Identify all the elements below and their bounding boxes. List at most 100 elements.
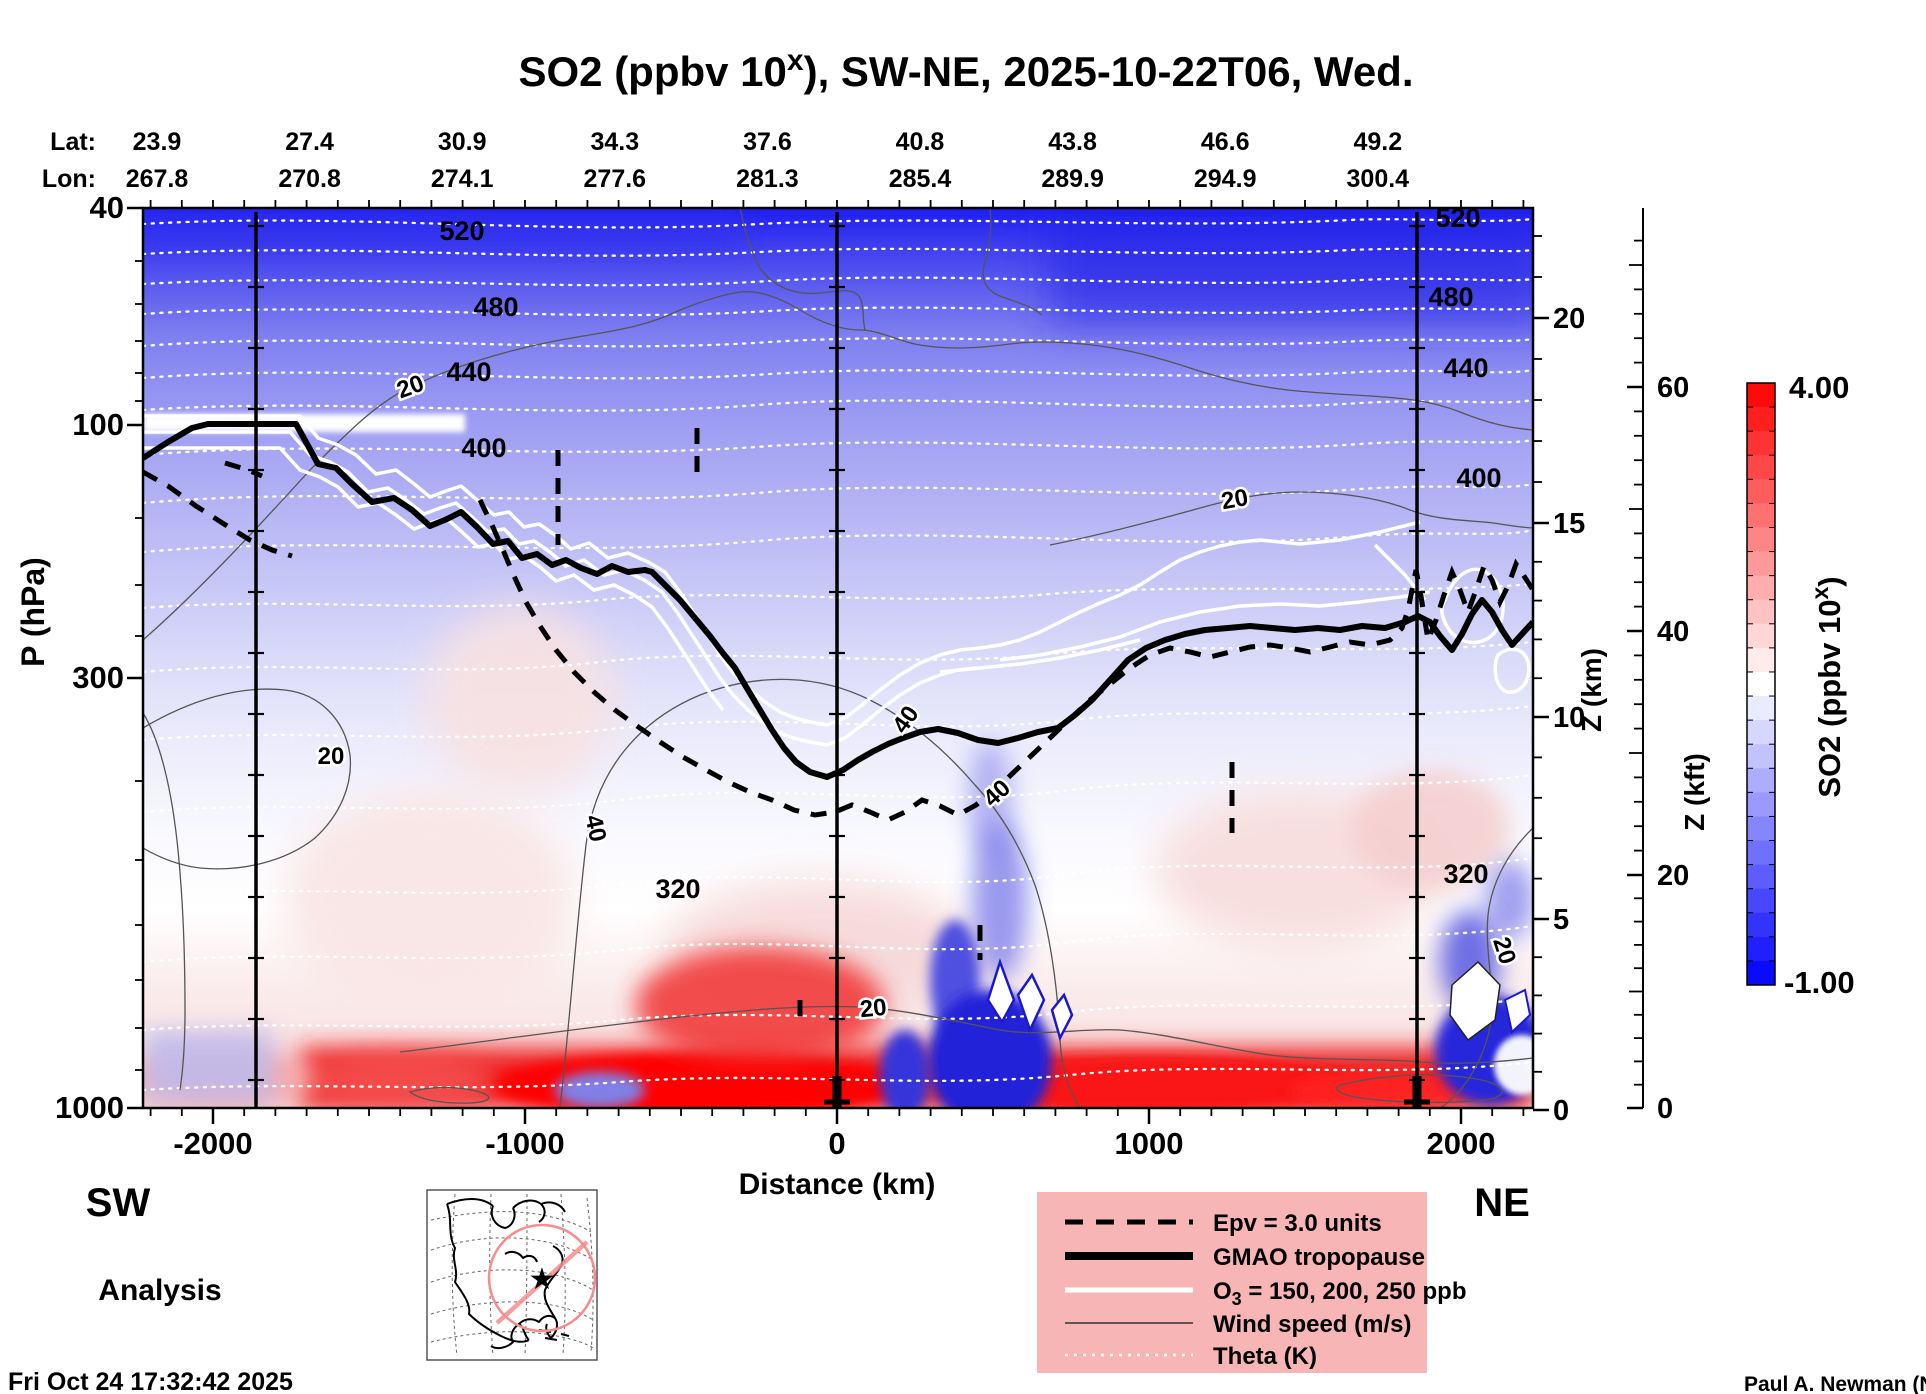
- theta-contour-label: 320: [655, 874, 700, 904]
- lat-value: 34.3: [590, 128, 639, 156]
- colorbar-band: [1747, 912, 1775, 938]
- white-gap-ne: [1494, 1035, 1533, 1095]
- colorbar-band: [1747, 383, 1775, 408]
- colorbar-band: [1747, 431, 1775, 456]
- analysis-label: Analysis: [98, 1274, 221, 1307]
- theta-contour-label: 400: [1456, 463, 1501, 493]
- wind-contour-label: 20: [318, 743, 345, 770]
- lon-value: 267.8: [126, 165, 189, 193]
- white-pockets: [986, 958, 1532, 1042]
- distance-tick-label: -2000: [173, 1126, 252, 1161]
- lat-value: 49.2: [1353, 128, 1402, 156]
- legend-label-o3: O3 = 150, 200, 250 ppb: [1213, 1278, 1467, 1309]
- map-graticule: [430, 1193, 594, 1357]
- lon-value: 289.9: [1041, 165, 1104, 193]
- colorbar-band: [1747, 840, 1775, 866]
- deep-blue-ne-top: [1050, 208, 1533, 325]
- z-kft-axis-label: Z (kft): [1679, 753, 1710, 831]
- red-so2-left: [305, 1052, 495, 1108]
- lat-value: 27.4: [285, 128, 334, 156]
- pressure-tick-label: 100: [72, 407, 124, 442]
- colorbar-band: [1747, 696, 1775, 721]
- colorbar-band: [1747, 527, 1775, 553]
- sw-endpoint-label: SW: [86, 1181, 151, 1225]
- legend-label-theta: Theta (K): [1213, 1343, 1317, 1370]
- pink-patch: [285, 790, 575, 1010]
- lon-value: 285.4: [889, 165, 952, 193]
- z-km-tick-label: 5: [1553, 904, 1569, 936]
- lat-value: 40.8: [896, 128, 945, 156]
- pink-patch: [425, 605, 615, 795]
- z-kft-tick-label: 60: [1657, 372, 1689, 404]
- colorbar-band: [1747, 407, 1775, 432]
- pressure-tick-label: 1000: [55, 1090, 124, 1125]
- colorbar-band: [1747, 455, 1775, 480]
- pressure-tick-label: 40: [90, 190, 124, 225]
- map-transect-circle: [487, 1223, 597, 1333]
- z-kft-tick-label: 40: [1657, 616, 1689, 648]
- z-km-tick-label: 20: [1553, 303, 1585, 335]
- colorbar-band: [1747, 720, 1775, 745]
- wind-contour-label: 40: [579, 813, 611, 845]
- z-kft-tick-label: 20: [1657, 860, 1689, 892]
- lat-value: 30.9: [438, 128, 487, 156]
- colorbar-band: [1747, 768, 1775, 793]
- z-km-tick-label: 10: [1553, 702, 1585, 734]
- theta-contour-label: 320: [1443, 859, 1488, 889]
- colorbar-band: [1747, 599, 1775, 625]
- chart-title: SO2 (ppbv 10x), SW-NE, 2025-10-22T06, We…: [518, 44, 1413, 95]
- legend-label-wind: Wind speed (m/s): [1213, 1311, 1411, 1338]
- colorbar-band: [1747, 479, 1775, 504]
- distance-axis-label: Distance (km): [739, 1168, 936, 1201]
- blue-patch-sw: [143, 1030, 273, 1102]
- lon-value: 281.3: [736, 165, 799, 193]
- red-so2-core: [635, 947, 885, 1063]
- deep-blue-sw-top: [143, 208, 740, 255]
- lon-value: 300.4: [1347, 165, 1410, 193]
- map-inset: ★: [426, 1189, 598, 1361]
- legend-label-tropopause: GMAO tropopause: [1213, 1244, 1425, 1271]
- lon-value: 294.9: [1194, 165, 1257, 193]
- theta-contour-label: 440: [446, 357, 491, 387]
- wind-contour-label: 20: [859, 994, 888, 1024]
- theta-contour-label: 400: [461, 433, 506, 463]
- theta-contour-label: 440: [1443, 353, 1488, 383]
- lat-value: 37.6: [743, 128, 792, 156]
- distance-tick-label: 0: [828, 1126, 845, 1161]
- z-km-tick-label: 0: [1553, 1095, 1569, 1127]
- colorbar-band: [1747, 744, 1775, 769]
- colorbar-band: [1747, 792, 1775, 817]
- colorbar-band: [1747, 816, 1775, 842]
- distance-tick-label: 1000: [1115, 1126, 1184, 1161]
- ozone-contours: [143, 414, 1531, 747]
- theta-contours: [143, 217, 1533, 1092]
- lat-value: 23.9: [133, 128, 182, 156]
- colorbar-band: [1747, 888, 1775, 914]
- theta-contour-label: 480: [1428, 282, 1473, 312]
- colorbar-band: [1747, 647, 1775, 673]
- legend-label-epv: Epv = 3.0 units: [1213, 1210, 1382, 1237]
- colorbar-axis-label: SO2 (ppbv 10x): [1807, 576, 1847, 797]
- z-km-tick-label: 15: [1553, 508, 1585, 540]
- pressure-axis-label: P (hPa): [15, 557, 51, 667]
- distance-tick-label: 2000: [1427, 1126, 1496, 1161]
- colorbar-max-label: 4.00: [1789, 370, 1849, 405]
- colorbar-band: [1747, 936, 1775, 962]
- colorbar-band: [1747, 623, 1775, 649]
- theta-contour-label: 520: [439, 216, 484, 246]
- lon-value: 277.6: [584, 165, 647, 193]
- blue-plume: [972, 820, 1028, 980]
- pressure-tick-label: 300: [72, 660, 124, 695]
- colorbar-band: [1747, 551, 1775, 577]
- wind-contour-label: 20: [1219, 484, 1250, 515]
- colorbar-band: [1747, 503, 1775, 528]
- credit: Paul A. Newman (NASA: [1744, 1373, 1926, 1394]
- distance-tick-label: -1000: [485, 1126, 564, 1161]
- theta-contour-label: 480: [473, 292, 518, 322]
- ne-endpoint-label: NE: [1474, 1181, 1530, 1225]
- lon-row-label: Lon:: [42, 165, 96, 193]
- colorbar-band: [1747, 671, 1775, 697]
- map-center-star-icon: ★: [529, 1263, 556, 1296]
- blue-plume: [880, 1030, 930, 1108]
